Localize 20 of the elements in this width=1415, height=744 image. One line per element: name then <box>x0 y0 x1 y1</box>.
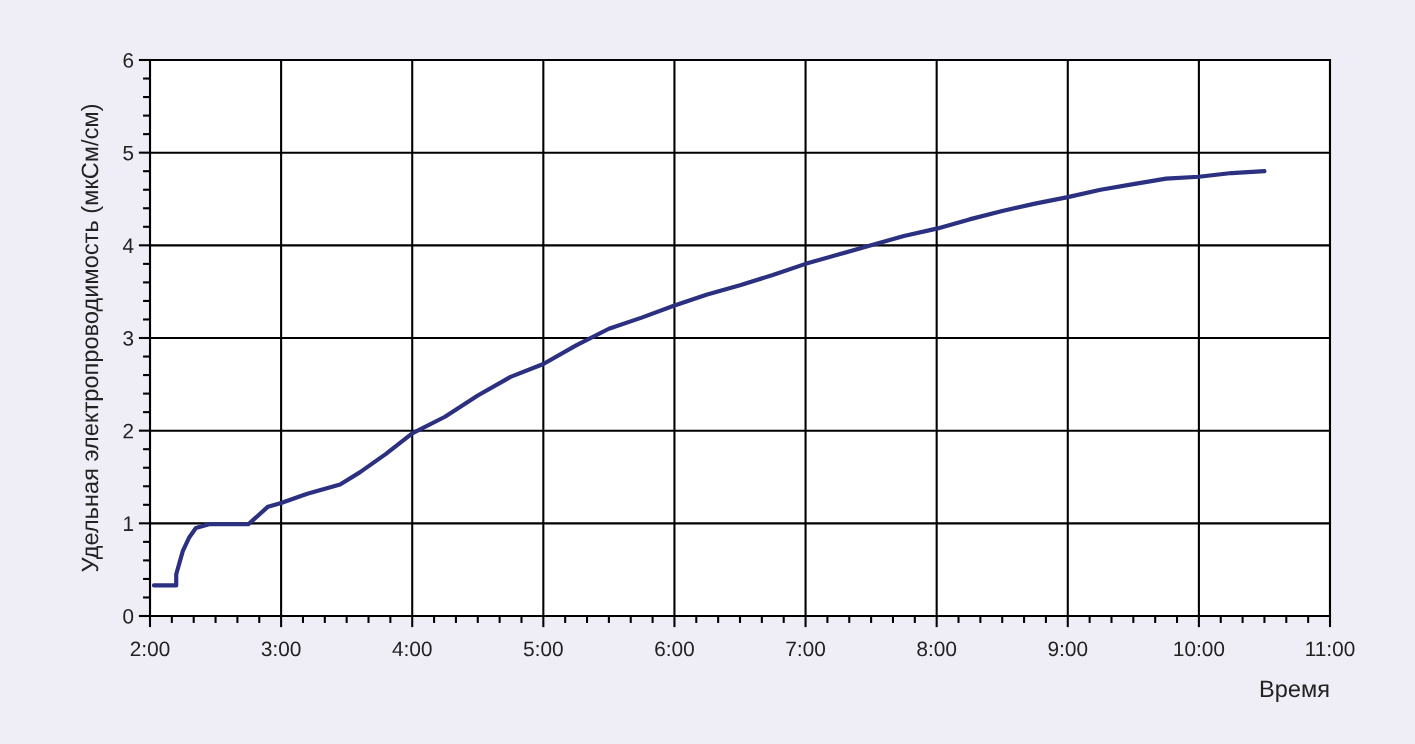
x-tick-label: 9:00 <box>1048 641 1088 657</box>
x-axis-title: Время <box>1260 680 1329 702</box>
y-tick-label: 1 <box>124 516 134 531</box>
y-tick-label: 0 <box>123 609 134 624</box>
y-tick-label: 3 <box>123 331 134 346</box>
x-tick-label: 2:00 <box>130 641 170 657</box>
y-tick-label: 4 <box>122 238 134 253</box>
x-tick-label: 4:00 <box>392 641 432 657</box>
y-tick-label: 5 <box>123 145 134 161</box>
y-tick-label: 6 <box>123 53 134 68</box>
x-tick-label: 8:00 <box>917 641 957 657</box>
x-tick-label: 11:00 <box>1306 641 1355 657</box>
x-tick-label: 6:00 <box>655 641 694 657</box>
y-tick-label: 2 <box>123 423 133 439</box>
y-axis-title: Удельная электропроводимость (мкСм/см) <box>80 105 103 572</box>
x-tick-label: 7:00 <box>786 641 826 657</box>
x-tick-label: 10:00 <box>1174 641 1225 657</box>
x-tick-label: 3:00 <box>261 641 301 657</box>
line-series <box>151 169 1267 588</box>
x-tick-label: 5:00 <box>523 641 563 657</box>
